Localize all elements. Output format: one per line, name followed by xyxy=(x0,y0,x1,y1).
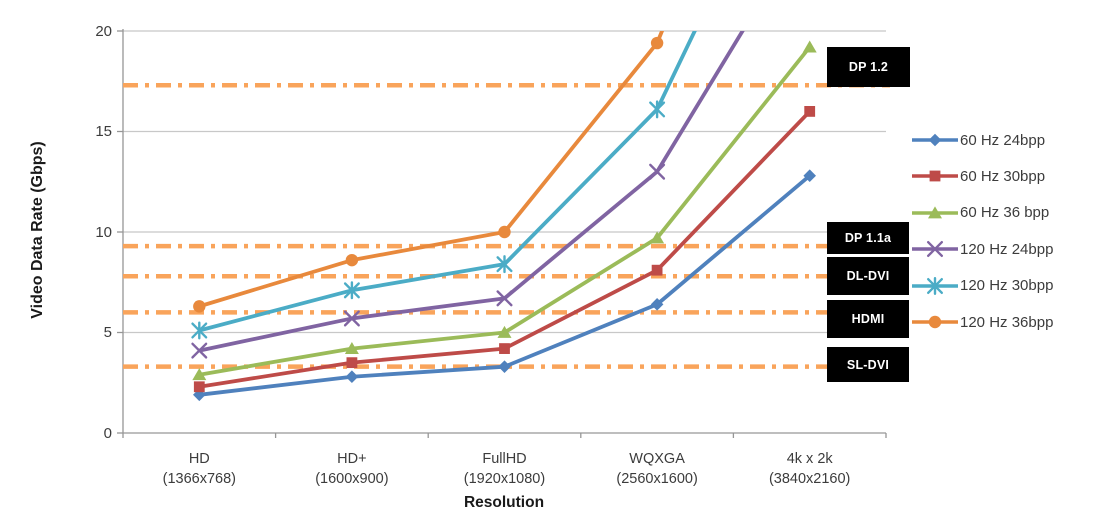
marker-circle xyxy=(498,225,511,239)
marker-asterisk xyxy=(649,100,666,119)
category-resolution: (2560x1600) xyxy=(616,471,698,487)
series-120-hz-36bpp xyxy=(193,31,665,313)
marker-circle xyxy=(193,300,206,313)
marker-x xyxy=(649,163,666,180)
y-tick-label-20: 20 xyxy=(95,22,112,40)
legend-label: 120 Hz 30bpp xyxy=(960,277,1054,295)
category-resolution: (1920x1080) xyxy=(463,471,546,487)
marker-triangle xyxy=(802,40,817,53)
series-60-hz-36-bpp xyxy=(192,40,817,381)
series-120-hz-30bpp xyxy=(191,31,697,340)
marker-square xyxy=(346,357,358,369)
marker-diamond xyxy=(193,388,206,402)
category-name: 4k x 2k xyxy=(786,451,833,467)
legend-label: 120 Hz 36bpp xyxy=(960,313,1054,331)
x-category-label: FullHD (1920x1080) xyxy=(430,449,580,489)
x-category-label: HD (1366x768) xyxy=(124,449,274,489)
series-line xyxy=(198,31,697,333)
marker-square xyxy=(651,264,663,276)
marker-asterisk xyxy=(496,255,513,274)
marker-diamond xyxy=(498,360,511,373)
series-line xyxy=(198,45,812,377)
interface-label-dl-dvi: DL-DVI xyxy=(827,257,909,295)
category-resolution: (1366x768) xyxy=(162,471,236,487)
category-resolution: (3840x2160) xyxy=(768,471,851,487)
legend-label: 60 Hz 24bpp xyxy=(960,131,1046,149)
legend-item-60-hz-24bpp: 60 Hz 24bpp xyxy=(910,129,1045,151)
marker-triangle xyxy=(344,341,359,354)
marker-diamond xyxy=(650,298,664,311)
legend-marker xyxy=(912,315,958,329)
category-name: WQXGA xyxy=(629,451,685,467)
y-tick-label-10: 10 xyxy=(95,223,112,241)
legend-item-60-hz-30bpp: 60 Hz 30bpp xyxy=(910,165,1045,187)
y-tick-label-5: 5 xyxy=(103,324,112,341)
interface-label-dp-1-2: DP 1.2 xyxy=(827,47,910,87)
category-name: HD+ xyxy=(337,451,367,467)
legend-item-120-hz-36bpp: 120 Hz 36bpp xyxy=(910,311,1053,333)
legend-label: 120 Hz 24bpp xyxy=(960,240,1054,258)
legend-marker xyxy=(912,276,958,295)
marker-diamond xyxy=(928,133,942,147)
x-category-label: 4k x 2k (3840x2160) xyxy=(735,449,885,489)
series-60-hz-24bpp xyxy=(193,169,816,402)
x-axis-title: Resolution xyxy=(463,494,545,511)
legend-marker xyxy=(912,170,958,182)
legend-label: 60 Hz 30bpp xyxy=(960,167,1046,185)
legend-item-60-hz-36-bpp: 60 Hz 36 bpp xyxy=(910,202,1049,224)
marker-square xyxy=(499,343,510,354)
marker-diamond xyxy=(803,169,816,183)
interface-label-hdmi: HDMI xyxy=(827,300,909,338)
marker-circle xyxy=(650,36,664,50)
marker-triangle xyxy=(497,325,512,338)
marker-square xyxy=(929,170,941,182)
marker-asterisk xyxy=(927,276,943,295)
marker-circle xyxy=(345,253,359,267)
interface-label-dp-1-1a: DP 1.1a xyxy=(827,222,909,254)
marker-asterisk xyxy=(191,321,208,340)
category-name: HD xyxy=(188,451,210,467)
marker-triangle xyxy=(192,368,207,381)
category-resolution: (1600x900) xyxy=(315,471,389,487)
marker-asterisk xyxy=(343,281,360,300)
marker-square xyxy=(193,381,205,393)
marker-x xyxy=(343,310,360,327)
marker-triangle xyxy=(928,206,942,219)
legend-marker xyxy=(912,133,958,147)
marker-square xyxy=(804,106,816,117)
marker-circle xyxy=(928,315,942,329)
marker-diamond xyxy=(345,370,359,384)
legend-marker xyxy=(912,206,958,219)
legend-marker xyxy=(912,241,958,258)
legend-item-120-hz-24bpp: 120 Hz 24bpp xyxy=(910,238,1053,260)
y-tick-label-0: 0 xyxy=(103,424,112,442)
marker-x xyxy=(927,241,943,258)
legend-label: 60 Hz 36 bpp xyxy=(960,204,1050,222)
x-category-label: WQXGA (2560x1600) xyxy=(582,449,732,489)
marker-x xyxy=(496,290,513,307)
series-60-hz-30bpp xyxy=(193,106,816,393)
y-axis-title: Video Data Rate (Gbps) xyxy=(29,141,46,319)
category-name: FullHD xyxy=(482,451,527,467)
marker-triangle xyxy=(650,231,665,244)
x-category-label: HD+ (1600x900) xyxy=(277,449,427,489)
interface-label-sl-dvi: SL-DVI xyxy=(827,347,909,382)
y-tick-label-15: 15 xyxy=(95,123,112,140)
legend-item-120-hz-30bpp: 120 Hz 30bpp xyxy=(910,275,1053,297)
series-120-hz-24bpp xyxy=(191,31,745,359)
marker-x xyxy=(191,342,208,359)
